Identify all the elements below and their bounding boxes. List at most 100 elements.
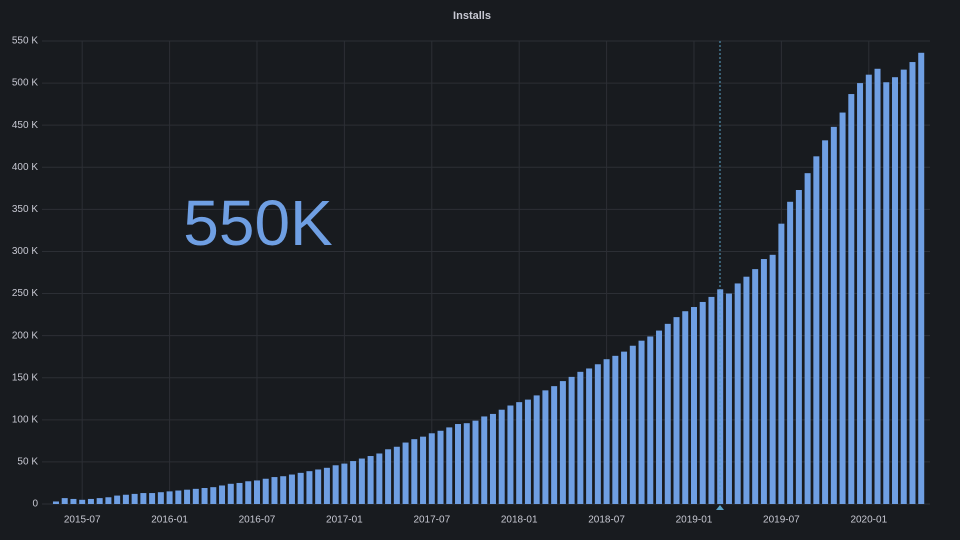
y-tick-label: 450 K bbox=[12, 120, 38, 131]
bar bbox=[420, 436, 427, 504]
bar bbox=[219, 485, 226, 504]
y-tick-label: 150 K bbox=[12, 372, 38, 383]
bar bbox=[402, 442, 409, 504]
stat-value: 550K bbox=[183, 187, 332, 259]
bar bbox=[638, 340, 645, 504]
bar bbox=[857, 83, 864, 504]
bar bbox=[822, 140, 829, 505]
bar bbox=[542, 390, 549, 504]
bar bbox=[472, 420, 479, 504]
bar bbox=[122, 494, 129, 504]
x-tick-label: 2016-01 bbox=[151, 515, 188, 526]
bar bbox=[778, 223, 785, 504]
bar bbox=[245, 481, 252, 504]
bar bbox=[455, 424, 462, 504]
y-tick-label: 100 K bbox=[12, 414, 38, 425]
bar bbox=[498, 409, 505, 504]
annotation-marker[interactable] bbox=[716, 505, 724, 510]
bar bbox=[184, 489, 191, 504]
bar bbox=[297, 472, 304, 504]
bar bbox=[332, 465, 339, 504]
bar bbox=[96, 498, 103, 504]
x-tick-label: 2017-07 bbox=[413, 515, 450, 526]
bar bbox=[909, 62, 916, 504]
bar bbox=[280, 476, 287, 504]
bar bbox=[385, 449, 392, 504]
bar bbox=[656, 330, 663, 504]
y-tick-label: 250 K bbox=[12, 288, 38, 299]
bar bbox=[551, 386, 558, 504]
bar bbox=[61, 498, 68, 504]
bar bbox=[795, 190, 802, 504]
bar bbox=[743, 276, 750, 504]
y-tick-label: 400 K bbox=[12, 162, 38, 173]
bar bbox=[717, 289, 724, 504]
bar bbox=[804, 173, 811, 504]
bar bbox=[481, 416, 488, 504]
x-tick-label: 2017-01 bbox=[326, 515, 363, 526]
bar bbox=[192, 488, 199, 504]
y-tick-label: 50 K bbox=[17, 457, 38, 468]
bar bbox=[288, 474, 295, 504]
bar bbox=[830, 126, 837, 505]
bar bbox=[131, 493, 138, 504]
bar bbox=[524, 399, 531, 504]
bar bbox=[664, 323, 671, 504]
bar bbox=[603, 359, 610, 504]
x-tick-label: 2016-07 bbox=[239, 515, 276, 526]
bar bbox=[463, 423, 470, 504]
bar bbox=[690, 307, 697, 504]
bar bbox=[918, 52, 925, 504]
bar bbox=[149, 493, 156, 504]
bar bbox=[489, 413, 496, 504]
bar bbox=[79, 499, 86, 504]
bar bbox=[350, 461, 357, 504]
bar bbox=[612, 355, 619, 504]
bar bbox=[813, 156, 820, 504]
bar bbox=[175, 490, 182, 504]
bar bbox=[236, 482, 243, 504]
y-tick-label: 300 K bbox=[12, 246, 38, 257]
bar bbox=[157, 492, 164, 504]
bar bbox=[306, 471, 313, 504]
bar bbox=[734, 283, 741, 504]
x-tick-label: 2015-07 bbox=[64, 515, 101, 526]
bar bbox=[752, 269, 759, 504]
bar bbox=[367, 456, 374, 504]
bar bbox=[411, 439, 418, 504]
bar bbox=[393, 446, 400, 504]
bar bbox=[760, 259, 767, 504]
bar bbox=[699, 301, 706, 504]
bar bbox=[201, 488, 208, 504]
x-tick-label: 2018-01 bbox=[501, 515, 538, 526]
bar bbox=[358, 458, 365, 504]
bar bbox=[568, 376, 575, 504]
bar bbox=[586, 368, 593, 504]
panel-title: Installs bbox=[453, 10, 491, 22]
bar bbox=[629, 345, 636, 504]
bar bbox=[787, 201, 794, 504]
bar bbox=[315, 469, 322, 504]
bar bbox=[428, 433, 435, 504]
bar bbox=[559, 381, 566, 504]
y-tick-label: 550 K bbox=[12, 36, 38, 47]
x-tick-label: 2019-01 bbox=[676, 515, 713, 526]
x-tick-label: 2020-01 bbox=[850, 515, 887, 526]
bar bbox=[341, 463, 348, 504]
bar bbox=[376, 453, 383, 504]
bar bbox=[708, 296, 715, 504]
bar bbox=[323, 467, 330, 504]
bar bbox=[900, 69, 907, 504]
bar bbox=[874, 68, 881, 504]
x-tick-label: 2018-07 bbox=[588, 515, 625, 526]
plot: 0 50 K 100 K 150 K 200 K 250 K 300 K 350 K 400 K… bbox=[12, 36, 930, 526]
bar bbox=[848, 94, 855, 504]
x-tick-label: 2019-07 bbox=[763, 515, 800, 526]
bar bbox=[507, 405, 514, 504]
bar bbox=[725, 293, 732, 504]
bar bbox=[166, 491, 173, 504]
y-tick-label: 350 K bbox=[12, 204, 38, 215]
y-tick-label: 500 K bbox=[12, 78, 38, 89]
bar bbox=[839, 112, 846, 505]
